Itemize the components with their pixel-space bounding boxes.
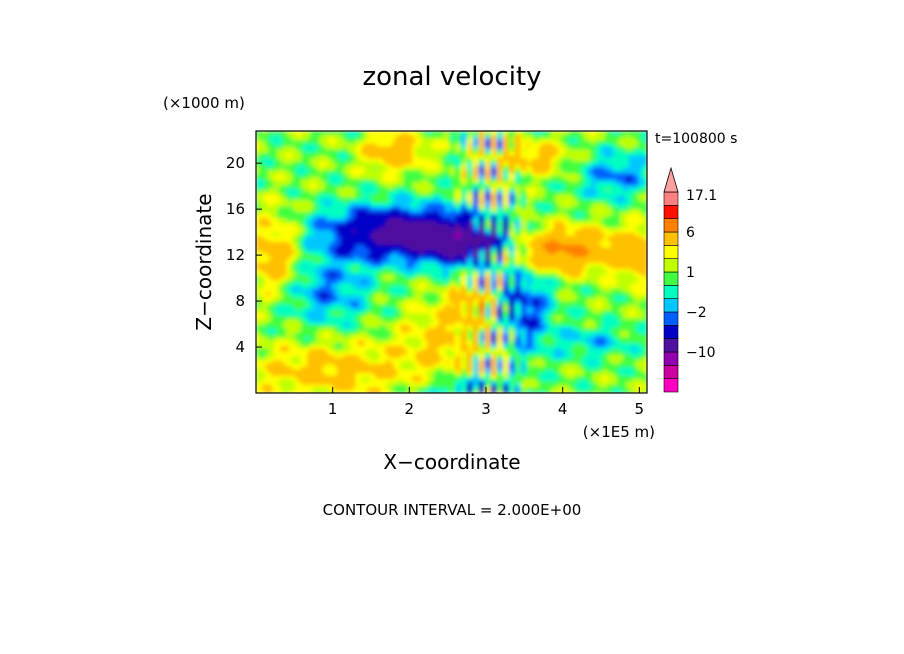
velocity-cells [256, 131, 647, 393]
x-axis-label: X−coordinate [383, 450, 520, 474]
plot-frame [255, 130, 648, 394]
y-axis-label: Z−coordinate [192, 193, 216, 330]
contour-interval-footer: CONTOUR INTERVAL = 2.000E+00 [323, 501, 582, 519]
x-axis: 1 2 3 4 5 [328, 387, 644, 418]
y-unit-label: (×1000 m) [163, 94, 245, 112]
colorbar-label: −10 [686, 345, 716, 361]
x-tick-label: 5 [635, 400, 645, 418]
chart-title: zonal velocity [362, 62, 541, 92]
colorbar-swatch [663, 245, 679, 259]
x-tick-label: 2 [405, 400, 415, 418]
colorbar-swatch [663, 311, 679, 326]
colorbar-label: −2 [686, 305, 707, 321]
y-tick-label: 20 [226, 154, 245, 172]
colorbar-swatch [663, 218, 679, 233]
y-tick-label: 12 [226, 246, 245, 264]
x-tick-label: 3 [481, 400, 491, 418]
colorbar-swatch [663, 258, 679, 273]
colorbar-max-arrow [663, 166, 679, 193]
colorbar-label: 6 [686, 225, 695, 241]
y-tick-label: 4 [235, 338, 245, 356]
colorbar-swatch [663, 378, 679, 393]
colorbar-swatch [663, 351, 679, 366]
colorbar-label: 1 [686, 265, 695, 281]
y-axis: 4 8 12 16 20 [226, 154, 262, 356]
colorbar-swatch [663, 325, 679, 339]
x-tick-label: 1 [328, 400, 338, 418]
x-unit-label: (×1E5 m) [583, 423, 655, 441]
colorbar-swatch [663, 271, 679, 286]
colorbar-label: 17.1 [686, 188, 717, 204]
colorbar-swatch [663, 205, 679, 219]
colorbar-swatch [663, 191, 679, 206]
velocity-field [256, 131, 647, 393]
colorbar-swatch [663, 285, 679, 299]
y-tick-label: 16 [226, 200, 245, 218]
colorbar-swatch [663, 231, 679, 246]
y-tick-label: 8 [235, 292, 245, 310]
colorbar-swatch [663, 365, 679, 379]
colorbar-swatch [663, 338, 679, 353]
colorbar-swatch [663, 298, 679, 313]
colorbar: 17.1 6 1 −2 −10 [663, 166, 717, 393]
time-label: t=100800 s [655, 131, 737, 147]
x-tick-label: 4 [558, 400, 568, 418]
